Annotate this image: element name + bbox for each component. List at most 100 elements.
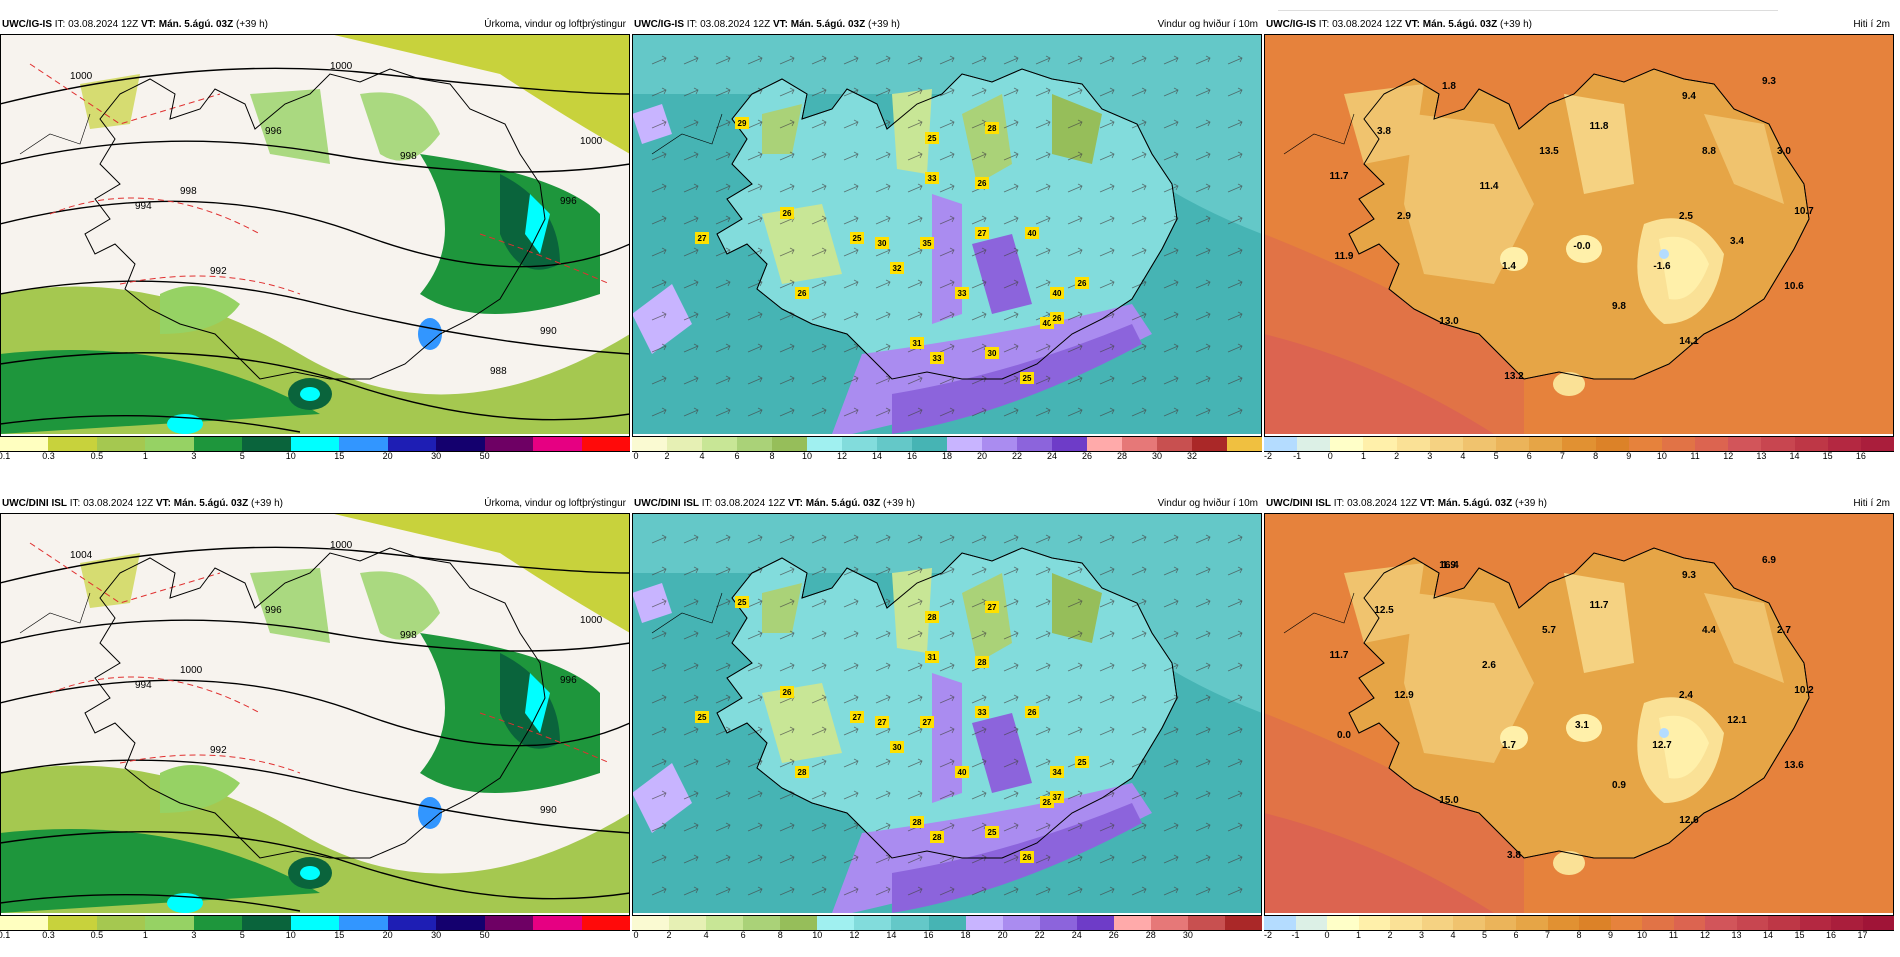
legend-tick-label: 15 bbox=[334, 451, 345, 461]
gust-label: 27 bbox=[920, 716, 934, 728]
legend-swatch bbox=[1192, 437, 1227, 451]
legend-tick-label: 2 bbox=[1394, 451, 1400, 461]
temperature-label: -0.0 bbox=[1573, 241, 1591, 252]
legend-swatch bbox=[1661, 437, 1696, 451]
header-lead: (+39 h) bbox=[1500, 19, 1532, 30]
gust-label: 33 bbox=[925, 172, 939, 184]
temperature-label: 12.9 bbox=[1394, 690, 1414, 701]
legend-swatch bbox=[1039, 916, 1077, 930]
legend-tick-label: 1 bbox=[1360, 451, 1366, 461]
panel-wind-igis: UWC/IG-IS IT: 03.08.2024 12Z VT: Mán. 5.… bbox=[632, 18, 1262, 478]
legend-swatch bbox=[706, 916, 744, 930]
temperature-label: 11.7 bbox=[1330, 650, 1349, 661]
panel-header: UWC/DINI ISL IT: 03.08.2024 12Z VT: Mán.… bbox=[0, 497, 630, 511]
gust-label: 37 bbox=[1050, 791, 1064, 803]
gust-label: 25 bbox=[985, 826, 999, 838]
legend-tick-label: 3 bbox=[1418, 930, 1425, 940]
legend-swatch bbox=[912, 437, 947, 451]
gust-label: 26 bbox=[1050, 312, 1064, 324]
svg-text:29: 29 bbox=[738, 119, 747, 128]
legend-tick-label: -1 bbox=[1293, 451, 1302, 461]
legend-swatch bbox=[1396, 437, 1430, 451]
legend-swatch bbox=[1358, 916, 1390, 930]
legend-tick-label: 12 bbox=[849, 930, 860, 940]
temperature-label: 3.8 bbox=[1507, 850, 1521, 861]
legend-swatch bbox=[484, 437, 534, 451]
temperature-label: 1.7 bbox=[1502, 740, 1516, 751]
svg-text:37: 37 bbox=[1053, 793, 1062, 802]
legend-swatch bbox=[1421, 916, 1453, 930]
legend-tick-label: 9 bbox=[1626, 451, 1632, 461]
legend-tick-label: 0 bbox=[633, 451, 639, 461]
legend-tick-label: 26 bbox=[1081, 451, 1093, 461]
legend-tick-label: 0.3 bbox=[42, 930, 55, 940]
temperature-label: 11.8 bbox=[1590, 121, 1609, 132]
legend-swatch bbox=[854, 916, 892, 930]
panel-header: UWC/IG-IS IT: 03.08.2024 12Z VT: Mán. 5.… bbox=[1264, 18, 1894, 32]
legend-swatch bbox=[1547, 916, 1579, 930]
legend-swatch bbox=[1579, 916, 1611, 930]
isobar-label: 1000 bbox=[180, 665, 203, 676]
header-vt-value: Mán. 5.ágú. 03Z bbox=[1437, 498, 1513, 509]
legend-swatch bbox=[0, 437, 49, 451]
gust-label: 33 bbox=[955, 287, 969, 299]
legend-swatch bbox=[581, 916, 631, 930]
panel-header: UWC/IG-IS IT: 03.08.2024 12Z VT: Mán. 5.… bbox=[0, 18, 630, 32]
legend-tick-label: 22 bbox=[1034, 930, 1045, 940]
isobar-label: 990 bbox=[540, 326, 557, 337]
svg-text:25: 25 bbox=[1023, 374, 1032, 383]
legend-swatch bbox=[1462, 437, 1497, 451]
legend-swatch bbox=[1363, 437, 1397, 451]
svg-text:25: 25 bbox=[738, 598, 747, 607]
legend-tick-label: 30 bbox=[1182, 930, 1193, 940]
legend-swatch bbox=[1017, 437, 1052, 451]
header-vt-value: Mán. 5.ágú. 03Z bbox=[790, 19, 866, 30]
legend-tick-label: 15 bbox=[1822, 451, 1833, 461]
svg-text:40: 40 bbox=[1043, 319, 1052, 328]
svg-text:26: 26 bbox=[798, 289, 807, 298]
gust-label: 40 bbox=[955, 766, 969, 778]
temperature-label: 3.8 bbox=[1377, 126, 1391, 137]
temperature-label: 3.0 bbox=[1777, 146, 1791, 157]
svg-text:27: 27 bbox=[923, 718, 932, 727]
isobar-label: 1004 bbox=[70, 550, 93, 561]
legend-tick-label: 10 bbox=[812, 930, 823, 940]
legend-tick-label: 16 bbox=[923, 930, 934, 940]
svg-text:28: 28 bbox=[1043, 798, 1052, 807]
temperature-label: 9.4 bbox=[1682, 91, 1696, 102]
legend-ticks: -2 -1 0 1 2 3 4 5 6 7 8 9 10 11 12 13 14 15 16 bbox=[1264, 451, 1894, 463]
legend-tick-label: 1 bbox=[1355, 930, 1362, 940]
isobar-label: 994 bbox=[135, 680, 152, 691]
temperature-label: 16.4 bbox=[1439, 560, 1459, 571]
svg-text:31: 31 bbox=[928, 653, 937, 662]
temperature-label: 2.4 bbox=[1679, 690, 1693, 701]
legend-swatch bbox=[1516, 916, 1548, 930]
gust-label: 30 bbox=[890, 741, 904, 753]
legend-swatch bbox=[1330, 437, 1364, 451]
svg-text:27: 27 bbox=[853, 713, 862, 722]
gust-label: 28 bbox=[910, 816, 924, 828]
legend-tick-label: 14 bbox=[871, 451, 883, 461]
legend-swatch bbox=[982, 437, 1017, 451]
legend-swatch bbox=[1087, 437, 1122, 451]
header-model: UWC/DINI ISL bbox=[1266, 498, 1331, 509]
legend-swatch bbox=[632, 916, 670, 930]
temperature-label: 11.7 bbox=[1330, 171, 1349, 182]
temperature-label: 12.6 bbox=[1679, 815, 1699, 826]
svg-text:26: 26 bbox=[1053, 314, 1062, 323]
legend-swatch bbox=[1628, 437, 1662, 451]
temperature-label: 14.1 bbox=[1679, 336, 1699, 347]
legend-swatch bbox=[242, 437, 291, 451]
legend-swatch bbox=[669, 916, 707, 930]
header-lead: (+39 h) bbox=[1515, 498, 1547, 509]
legend-swatch bbox=[1562, 437, 1596, 451]
legend-swatch bbox=[1673, 916, 1705, 930]
legend-tick-label: 50 bbox=[479, 451, 490, 461]
legend-swatch bbox=[387, 437, 437, 451]
gust-label: 26 bbox=[975, 177, 989, 189]
legend-tick-label: 30 bbox=[431, 451, 442, 461]
svg-text:33: 33 bbox=[978, 708, 987, 717]
iceland-coastline bbox=[84, 547, 546, 859]
temperature-label: 1.8 bbox=[1442, 81, 1456, 92]
temperature-label: 3.4 bbox=[1730, 236, 1744, 247]
